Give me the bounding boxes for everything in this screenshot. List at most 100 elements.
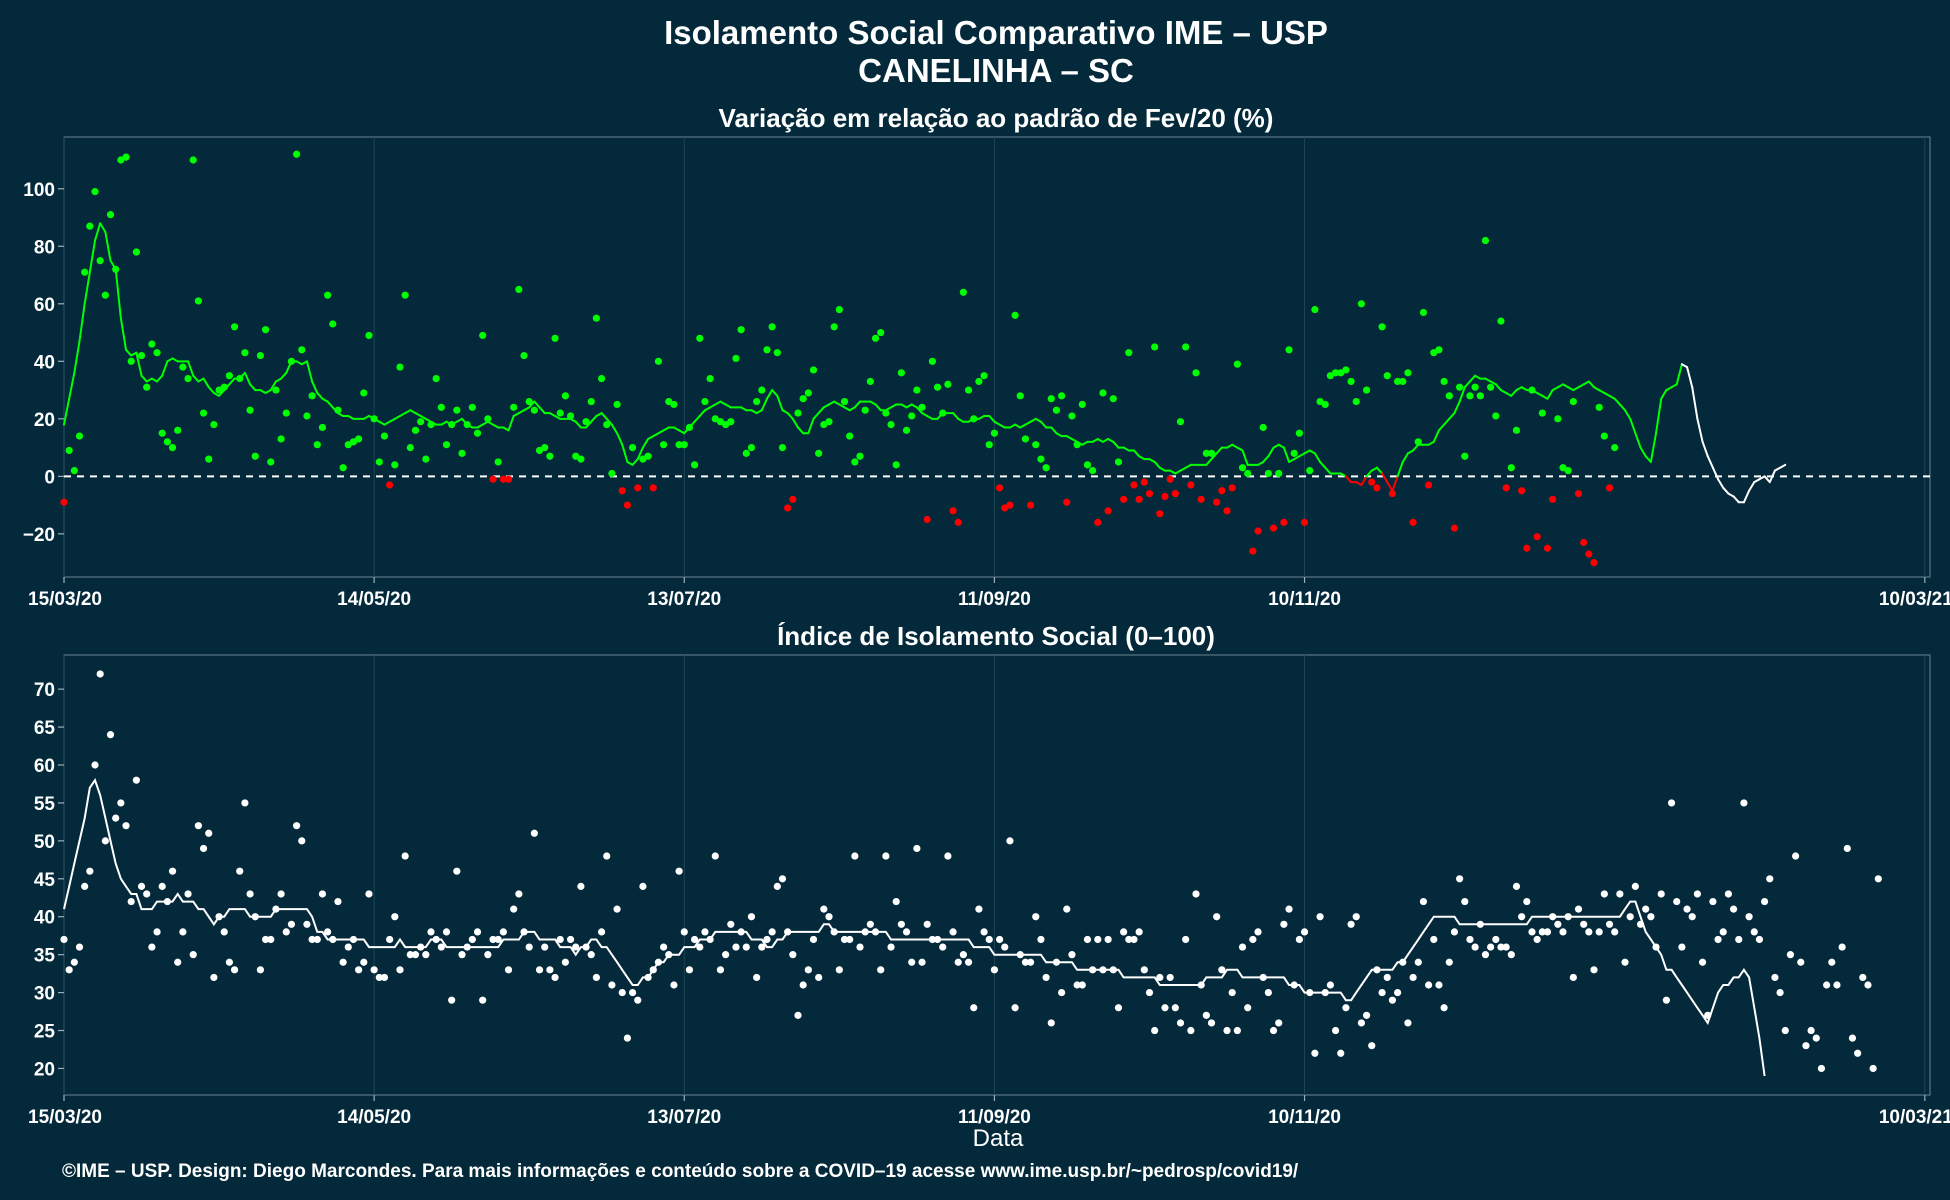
panel1-data-point bbox=[871, 334, 880, 342]
panel1-moving-average-segment bbox=[1649, 432, 1658, 463]
panel2-data-point bbox=[504, 966, 513, 974]
panel2-data-point bbox=[913, 844, 921, 853]
panel2-data-point bbox=[1435, 981, 1443, 989]
panel2-data-point bbox=[1063, 905, 1071, 913]
panel1-data-point bbox=[1109, 395, 1117, 403]
panel1-data-point bbox=[272, 386, 280, 394]
panel2-data-point bbox=[665, 951, 673, 959]
panel2-data-point bbox=[871, 928, 880, 936]
panel1-moving-average-segment bbox=[1546, 389, 1554, 400]
panel1-moving-average-segment bbox=[1319, 460, 1327, 469]
panel2-data-point bbox=[1807, 1026, 1815, 1035]
panel2-data-point bbox=[127, 897, 135, 906]
panel2-data-point bbox=[985, 935, 993, 944]
panel2-data-point bbox=[1688, 913, 1696, 921]
panel2-data-point bbox=[1207, 1019, 1216, 1027]
panel1-data-point bbox=[1580, 538, 1588, 547]
panel1-moving-average-segment bbox=[192, 374, 200, 383]
panel1-data-point bbox=[928, 357, 936, 365]
panel1-data-point bbox=[1590, 559, 1598, 567]
panel1-data-point bbox=[148, 340, 156, 348]
panel2-ytick-label: 30 bbox=[34, 984, 55, 1005]
panel2-data-point bbox=[551, 973, 559, 982]
panel1-moving-average-segment bbox=[507, 414, 515, 432]
panel2-data-point bbox=[1409, 973, 1417, 982]
panel1-data-point bbox=[1414, 438, 1422, 446]
panel1-moving-average-segment bbox=[1205, 458, 1213, 466]
panel2-data-point bbox=[1569, 973, 1577, 982]
panel2-data-point bbox=[370, 966, 378, 974]
panel1-data-point bbox=[1300, 518, 1309, 526]
panel1-data-point bbox=[882, 409, 890, 417]
panel1-data-point bbox=[1259, 423, 1267, 432]
panel2-data-point bbox=[463, 943, 471, 951]
panel2-data-point bbox=[468, 935, 476, 944]
panel2-data-point bbox=[1357, 1019, 1366, 1027]
panel2-data-point bbox=[556, 935, 564, 944]
panel1-moving-average-segment bbox=[1629, 417, 1637, 435]
panel1-moving-average-segment bbox=[316, 391, 324, 400]
panel1-data-point bbox=[1585, 550, 1593, 558]
panel2-data-point bbox=[1812, 1034, 1820, 1042]
panel2-data-point bbox=[670, 981, 678, 989]
panel1-data-point bbox=[794, 409, 802, 417]
panel1-data-point bbox=[194, 297, 202, 305]
panel1-moving-average-segment bbox=[1618, 403, 1627, 412]
panel2-data-point bbox=[525, 943, 533, 951]
panel2-data-point bbox=[205, 829, 213, 837]
panel1-data-point bbox=[256, 351, 265, 360]
panel2-data-point bbox=[856, 943, 864, 951]
panel1-data-point bbox=[112, 265, 120, 273]
panel2-data-point bbox=[737, 928, 745, 936]
panel1-data-point bbox=[1042, 464, 1050, 472]
panel2-data-point bbox=[1487, 943, 1495, 951]
panel1-moving-average-segment bbox=[114, 268, 122, 320]
panel1-data-point bbox=[1378, 323, 1386, 331]
panel1-data-point bbox=[1399, 377, 1407, 386]
panel2-data-point bbox=[882, 852, 890, 860]
panel1-data-point bbox=[1032, 441, 1040, 449]
panel1-moving-average-segment bbox=[1412, 443, 1420, 452]
panel1-data-point bbox=[1290, 449, 1298, 457]
panel1-data-point bbox=[1543, 544, 1552, 552]
panel2-data-point bbox=[1735, 935, 1743, 944]
panel1-moving-average-segment bbox=[590, 414, 598, 423]
panel1-moving-average-segment bbox=[1210, 452, 1218, 461]
panel2-data-point bbox=[1368, 1042, 1376, 1050]
panel1-data-point bbox=[1275, 469, 1283, 478]
panel1-data-point bbox=[101, 291, 109, 299]
panel1-data-point bbox=[1362, 386, 1371, 394]
panel2-data-point bbox=[473, 928, 482, 936]
panel1-data-point bbox=[1083, 461, 1092, 469]
panel1-data-point bbox=[261, 326, 270, 334]
panel1-moving-average-segment bbox=[1381, 472, 1389, 484]
panel2-data-point bbox=[246, 890, 254, 898]
panel2-xtick-label: 11/09/20 bbox=[958, 1107, 1031, 1128]
panel1-moving-average-segment bbox=[94, 222, 102, 242]
panel1-moving-average-segment bbox=[1722, 486, 1730, 495]
panel1-moving-average-segment bbox=[63, 397, 71, 426]
panel1-moving-average-segment bbox=[1732, 495, 1740, 504]
panel2-data-point bbox=[1042, 973, 1050, 982]
panel1-moving-average-segment bbox=[73, 340, 81, 374]
panel1-data-point bbox=[784, 504, 792, 512]
panel2-data-point bbox=[990, 966, 999, 974]
panel1-data-point bbox=[298, 346, 306, 354]
panel1-moving-average-segment bbox=[1613, 397, 1621, 406]
panel1-data-point bbox=[184, 374, 192, 383]
panel2-data-point bbox=[1512, 882, 1521, 890]
panel1-moving-average-segment bbox=[760, 397, 768, 412]
panel1-data-point bbox=[737, 326, 745, 334]
panel2-data-point bbox=[1114, 1004, 1123, 1012]
panel2-data-point bbox=[1704, 1011, 1712, 1019]
panel1-data-point bbox=[1161, 492, 1169, 501]
panel1-data-point bbox=[613, 400, 621, 409]
panel1-data-point bbox=[303, 412, 311, 420]
panel1-data-point bbox=[675, 441, 683, 449]
panel2-data-point bbox=[199, 844, 208, 853]
panel1-data-point bbox=[293, 150, 301, 158]
panel1-data-point bbox=[809, 366, 818, 374]
panel1-moving-average-segment bbox=[1262, 455, 1270, 463]
panel1-data-point bbox=[1145, 490, 1154, 498]
panel2-data-point bbox=[65, 966, 73, 974]
